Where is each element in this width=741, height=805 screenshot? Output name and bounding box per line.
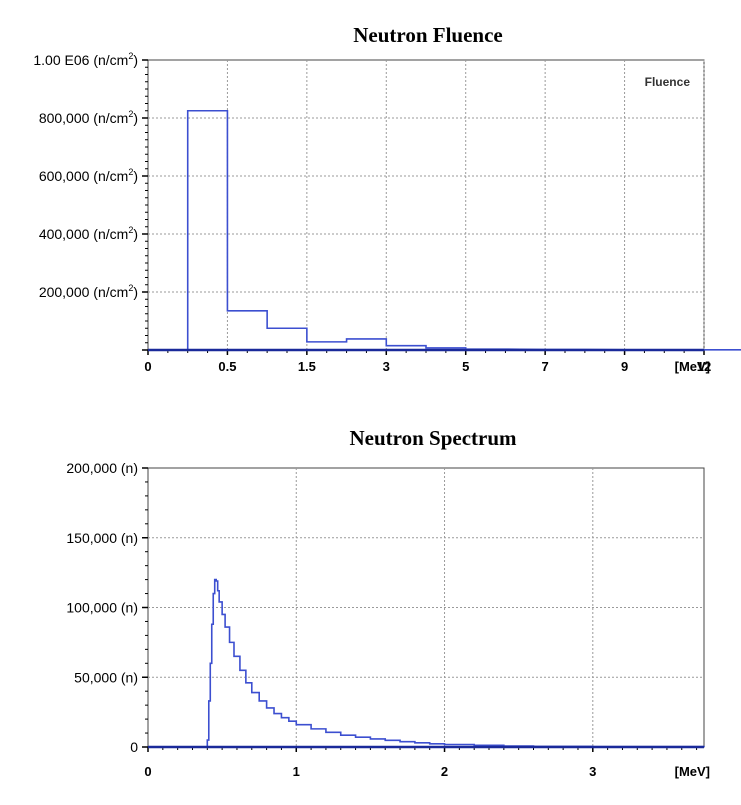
y-tick-label: 100,000 (n) xyxy=(66,600,138,616)
y-tick-label: 150,000 (n) xyxy=(66,530,138,546)
x-tick-label: 0 xyxy=(144,359,151,374)
chart-title: Neutron Spectrum xyxy=(349,426,517,450)
series-line-spectrum xyxy=(148,578,705,748)
legend-label: Fluence xyxy=(645,75,691,89)
x-tick-label: 5 xyxy=(462,359,469,374)
x-tick-label: 2 xyxy=(441,764,448,779)
x-tick-label: 0 xyxy=(144,764,151,779)
x-tick-label: 3 xyxy=(589,764,596,779)
x-tick-label: 3 xyxy=(383,359,390,374)
x-unit-label: [MeV] xyxy=(675,359,710,374)
x-tick-label: 1.5 xyxy=(298,359,316,374)
y-tick-label: 800,000 (n/cm2) xyxy=(39,109,138,126)
y-tick-label: 0 xyxy=(130,739,138,755)
y-tick-label: 50,000 (n) xyxy=(74,669,138,685)
y-tick-label: 200,000 (n/cm2) xyxy=(39,283,138,300)
x-tick-label: 9 xyxy=(621,359,628,374)
x-unit-label: [MeV] xyxy=(675,764,710,779)
plot-area xyxy=(147,59,705,351)
chart-title: Neutron Fluence xyxy=(353,23,503,47)
y-tick-label: 400,000 (n/cm2) xyxy=(39,225,138,242)
y-tick-label: 600,000 (n/cm2) xyxy=(39,167,138,184)
x-tick-label: 12 xyxy=(697,359,711,374)
y-tick-label: 200,000 (n) xyxy=(66,460,138,476)
fluence-chart: Neutron Fluence 200,000 (n/cm2) 400,000 (… xyxy=(33,23,741,374)
x-tick-label: 7 xyxy=(542,359,549,374)
x-tick-label: 0.5 xyxy=(218,359,236,374)
y-tick-label: 1.00 E06 (n/cm2) xyxy=(33,51,138,68)
spectrum-chart: Neutron Spectrum 0 50,000 (n) 100,000 (n) 1… xyxy=(66,426,710,779)
x-tick-label: 1 xyxy=(293,764,300,779)
